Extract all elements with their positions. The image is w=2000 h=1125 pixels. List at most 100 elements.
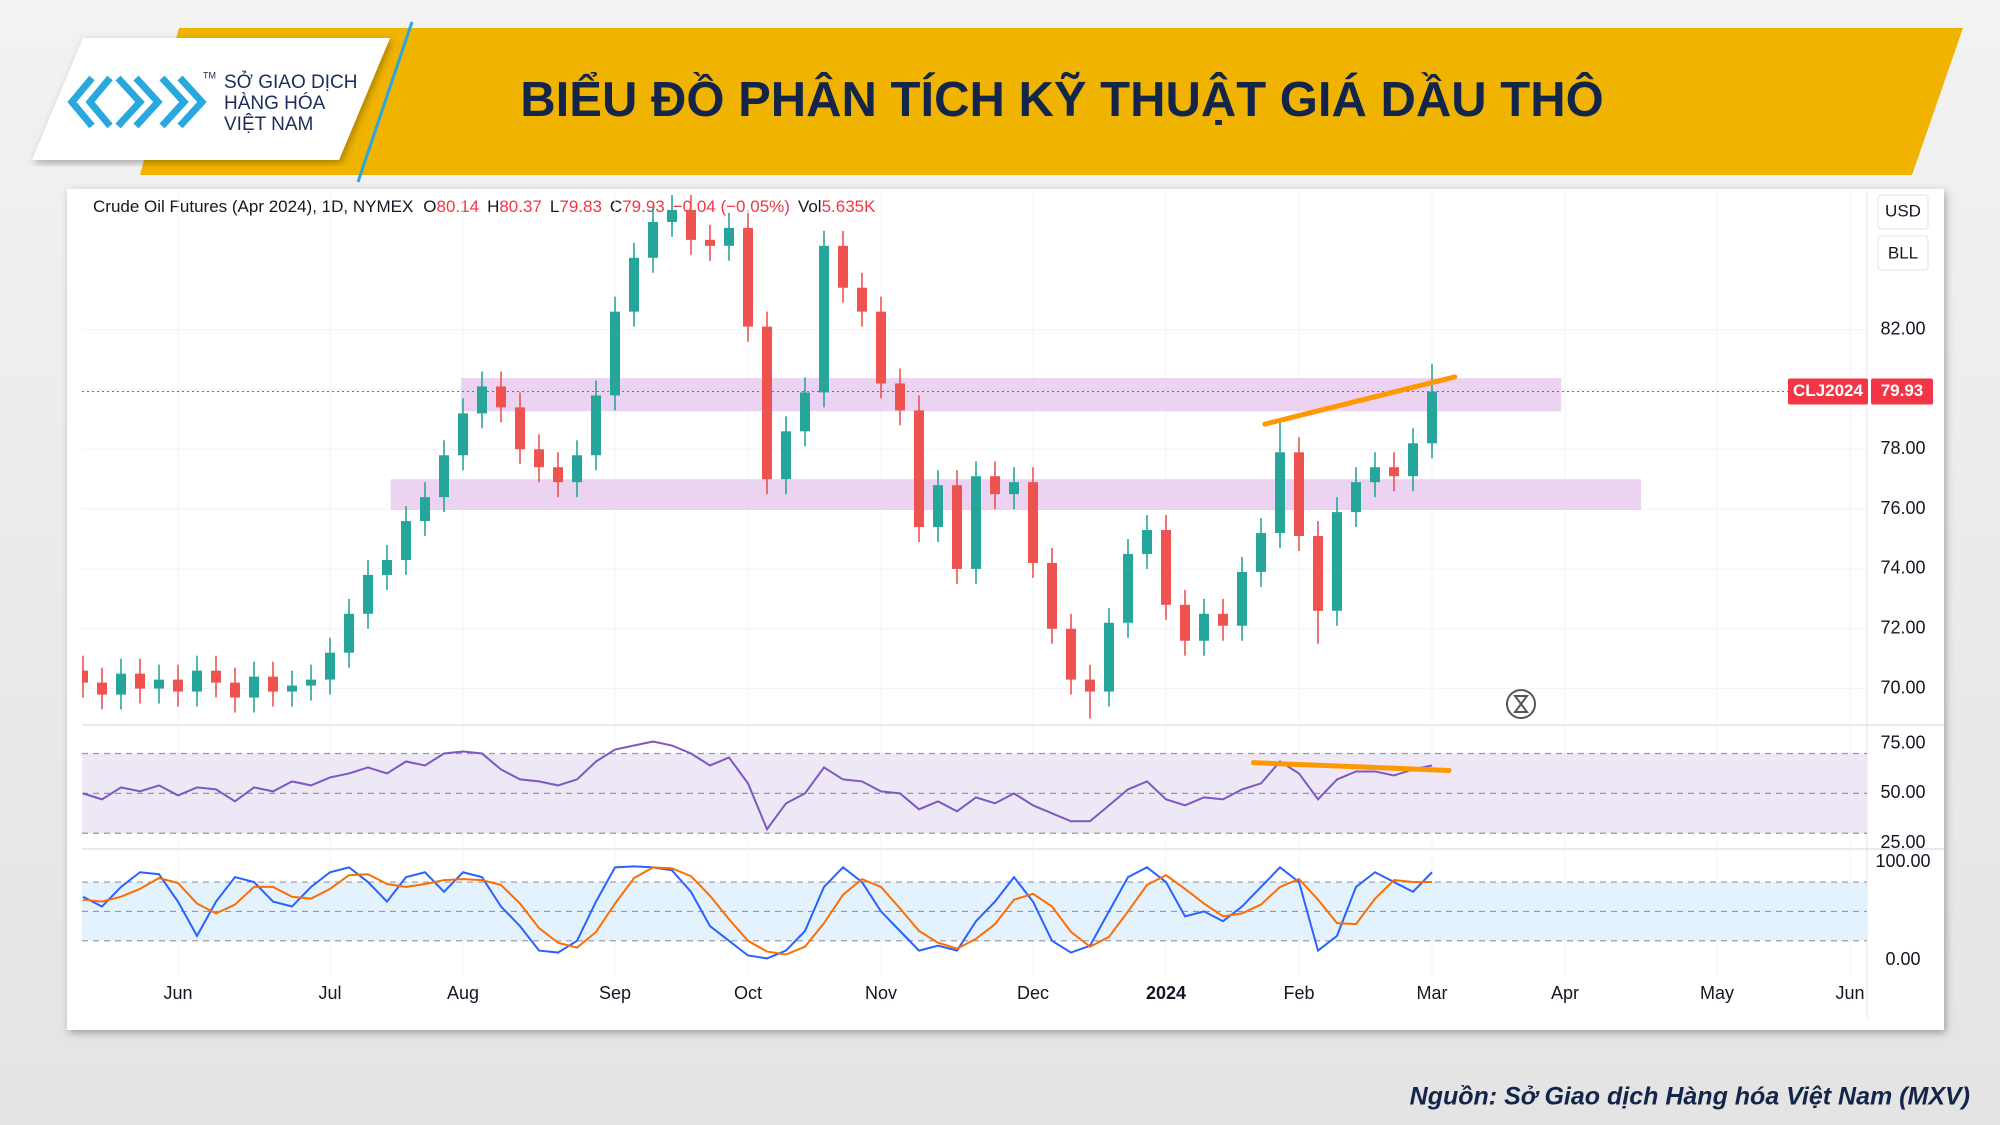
candle-body xyxy=(952,485,962,569)
currency: USD xyxy=(1885,201,1921,220)
candle-body xyxy=(1028,482,1038,563)
unit-box xyxy=(1877,235,1929,271)
candle-body xyxy=(1389,467,1399,477)
candle-body xyxy=(971,476,981,569)
y-tick-label: 82.00 xyxy=(1880,318,1925,338)
candle-body xyxy=(477,386,487,414)
symbol: Crude Oil Futures (Apr 2024), 1D, NYMEX xyxy=(93,197,413,216)
candle-body xyxy=(82,670,88,683)
source: Nguồn: Sở Giao dịch Hàng hóa Việt Nam (M… xyxy=(1410,1083,1970,1111)
candle-body xyxy=(344,613,354,653)
candle-body xyxy=(686,209,696,240)
ohlc-key: O xyxy=(423,197,436,216)
candle-body xyxy=(1218,613,1228,626)
page-title: BIỂU ĐỒ PHÂN TÍCH KỸ THUẬT GIÁ DẦU THÔ xyxy=(520,72,1603,127)
ohlc-value: 80.14 xyxy=(437,197,480,216)
candle-body xyxy=(1275,452,1285,534)
candle-body xyxy=(1237,571,1247,626)
candle-body xyxy=(1142,530,1152,554)
ohlc-key: L xyxy=(550,197,559,216)
candle-body xyxy=(819,245,829,393)
ohlc-value: 79.83 xyxy=(559,197,602,216)
x-tick-label: Sep xyxy=(599,983,631,1003)
candle-body xyxy=(249,676,259,698)
pane xyxy=(82,740,1867,834)
candle-body xyxy=(781,431,791,480)
y-tick-label: 100.00 xyxy=(1875,851,1930,871)
candle-body xyxy=(154,679,164,689)
candle-body xyxy=(1256,533,1266,572)
x-tick-label: Jun xyxy=(163,983,192,1003)
y-tick-label: 70.00 xyxy=(1880,677,1925,697)
x-tick-label: Jul xyxy=(318,983,341,1003)
x-tick-label: Mar xyxy=(1417,983,1448,1003)
symbol-label: CLJ2024 xyxy=(1793,381,1863,400)
candle-body xyxy=(287,685,297,692)
logo-text: SỞ GIAO DỊCH xyxy=(224,71,357,93)
y-tick-label: 76.00 xyxy=(1880,498,1925,518)
logo-text: VIỆT NAM xyxy=(224,113,313,135)
candle-body xyxy=(1085,679,1095,692)
chart-header: Crude Oil Futures (Apr 2024), 1D, NYMEX O… xyxy=(93,197,876,216)
ohlc-value: 80.37 xyxy=(499,197,542,216)
candle-body xyxy=(382,559,392,575)
indicator-line xyxy=(82,865,1433,960)
x-tick-label: May xyxy=(1700,983,1734,1003)
candle-body xyxy=(800,392,810,432)
candle-body xyxy=(990,476,1000,495)
x-tick-label: Oct xyxy=(734,983,762,1003)
candle-body xyxy=(857,287,867,312)
unit: BLL xyxy=(1888,243,1918,262)
candle-body xyxy=(1294,452,1304,537)
pane xyxy=(82,194,1867,719)
change: −0.04 (−0.05%) xyxy=(673,197,790,216)
pane xyxy=(82,865,1867,960)
candle-body xyxy=(534,449,544,468)
indicator-line xyxy=(82,740,1433,832)
candle-body xyxy=(135,673,145,689)
candle-body xyxy=(306,679,316,686)
candle-body xyxy=(895,383,905,411)
candle-body xyxy=(629,257,639,312)
symbol-badge xyxy=(1788,378,1868,405)
candle-body xyxy=(933,485,943,528)
candle-body xyxy=(572,455,582,483)
candle-body xyxy=(230,682,240,698)
trendline xyxy=(1262,374,1458,427)
candle-body xyxy=(325,652,335,680)
y-tick-label: 0.00 xyxy=(1885,949,1920,969)
price-label: 79.93 xyxy=(1881,381,1924,400)
x-tick-label: Jun xyxy=(1835,983,1864,1003)
y-tick-label: 78.00 xyxy=(1880,438,1925,458)
candle-body xyxy=(1180,604,1190,641)
candle-body xyxy=(192,670,202,692)
candle-body xyxy=(876,311,886,384)
ohlc-key: C xyxy=(610,197,622,216)
y-tick-label: 74.00 xyxy=(1880,558,1925,578)
candle-body xyxy=(1427,391,1437,444)
candle-body xyxy=(1161,530,1171,605)
candle-body xyxy=(762,326,772,480)
logo-panel xyxy=(32,38,390,160)
x-tick-label: Apr xyxy=(1551,983,1579,1003)
candle-body xyxy=(1351,482,1361,513)
candle-body xyxy=(591,395,601,456)
volume-key: Vol xyxy=(798,197,822,216)
x-tick-label: Dec xyxy=(1017,983,1049,1003)
candle-body xyxy=(1047,562,1057,629)
candle-body xyxy=(116,673,126,695)
candle-body xyxy=(173,679,183,692)
candle-body xyxy=(458,413,468,456)
logo-icon xyxy=(67,75,207,129)
candle-body xyxy=(515,407,525,450)
candle-body xyxy=(1332,512,1342,611)
replay-icon[interactable] xyxy=(1506,689,1536,719)
candle-body xyxy=(1123,553,1133,623)
y-tick-label: 25.00 xyxy=(1880,832,1925,852)
x-tick-label: Feb xyxy=(1283,983,1314,1003)
candle-body xyxy=(705,239,715,246)
ohlc-key: H xyxy=(487,197,499,216)
candle-body xyxy=(420,497,430,522)
volume-value: 5.635K xyxy=(822,197,877,216)
